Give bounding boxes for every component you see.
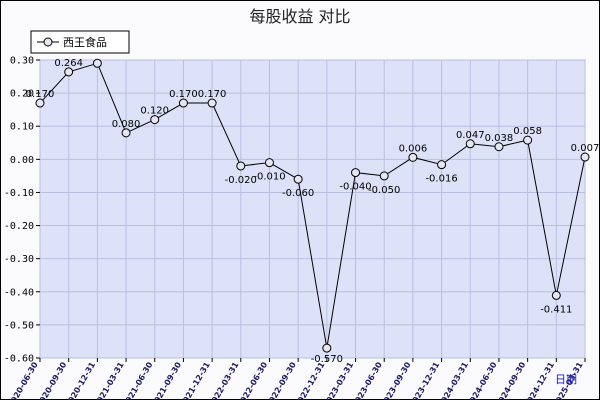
- data-point: [121, 128, 131, 138]
- data-point: [465, 139, 475, 149]
- y-tick-label: 0.30: [10, 56, 34, 67]
- data-label: -0.060: [282, 188, 314, 199]
- x-tick-label: 2021-03-31: [92, 360, 126, 400]
- x-tick-label: 2022-09-30: [265, 360, 299, 400]
- data-label: 0.120: [140, 106, 169, 117]
- y-tick-label: 0.10: [10, 122, 34, 133]
- data-label: -0.010: [253, 172, 285, 183]
- x-tick-label: 2024-09-30: [494, 360, 528, 400]
- legend: 西王食品: [30, 30, 130, 54]
- data-label: -0.020: [225, 175, 257, 186]
- legend-label: 西王食品: [63, 35, 107, 49]
- x-tick-label: 2023-03-31: [322, 360, 356, 400]
- x-tick-label: 2022-12-31: [293, 360, 327, 400]
- data-point: [35, 98, 45, 108]
- data-point: [437, 160, 447, 170]
- data-point: [64, 67, 74, 77]
- y-axis: 0.30 0.20 0.10 0.00 -0.10 -0.20 -0.30 -0.40 -0.5…: [4, 56, 40, 365]
- data-point: [379, 171, 389, 181]
- data-label: -0.040: [339, 182, 371, 193]
- series-line: [39, 62, 586, 349]
- data-point: [494, 142, 504, 152]
- data-point: [551, 290, 561, 300]
- data-label: 0.170: [26, 89, 55, 100]
- plot-area: [39, 59, 586, 359]
- data-label: 0.006: [399, 143, 428, 154]
- x-tick-label: 2020-12-31: [64, 360, 98, 400]
- data-label: 0.264: [54, 58, 83, 69]
- x-tick-label: 2021-06-30: [121, 360, 155, 400]
- data-point: [523, 135, 533, 145]
- x-tick-label: 2021-12-31: [178, 360, 212, 400]
- data-label: -0.050: [368, 185, 400, 196]
- data-label: 0.170: [198, 89, 227, 100]
- x-tick-label: 2023-09-30: [379, 360, 413, 400]
- data-label: -0.016: [425, 174, 457, 185]
- x-tick-label: 2022-03-31: [207, 360, 241, 400]
- y-tick-label: -0.60: [4, 354, 34, 365]
- data-point: [351, 168, 361, 178]
- data-point: [178, 98, 188, 108]
- data-label: 0.170: [169, 89, 198, 100]
- data-label: 0.007: [571, 143, 600, 154]
- data-label: 0.080: [112, 119, 141, 130]
- data-point: [92, 58, 102, 68]
- y-tick-label: -0.10: [4, 188, 34, 199]
- data-label: 0.058: [513, 126, 542, 137]
- series-line-layer: [39, 62, 586, 349]
- x-tick-label: 2023-12-31: [408, 360, 442, 400]
- data-point: [408, 152, 418, 162]
- x-tick-label: 2023-06-30: [351, 360, 385, 400]
- data-label: 0.047: [456, 130, 485, 141]
- x-tick-label: 2020-06-30: [6, 360, 40, 400]
- y-tick-label: -0.40: [4, 287, 34, 298]
- chart-title: 每股收益 对比: [249, 7, 350, 26]
- y-tick-label: 0.00: [10, 155, 34, 166]
- x-tick-label: 2024-03-31: [437, 360, 471, 400]
- data-points: [35, 58, 590, 353]
- data-point: [236, 161, 246, 171]
- data-point: [322, 343, 332, 353]
- x-axis-label: 日期: [555, 373, 577, 386]
- y-tick-label: -0.20: [4, 221, 34, 232]
- x-tick-label: 2024-06-30: [465, 360, 499, 400]
- data-point: [207, 98, 217, 108]
- data-label: -0.570: [311, 354, 343, 365]
- grid: [39, 59, 586, 359]
- data-label: -0.411: [540, 304, 572, 315]
- data-label: 0.038: [485, 133, 514, 144]
- x-tick-label: 2021-09-30: [150, 360, 184, 400]
- x-axis: 2020-06-302020-09-302020-12-312021-03-31…: [6, 358, 586, 400]
- data-point: [150, 115, 160, 125]
- y-tick-label: 0.20: [10, 89, 34, 100]
- y-tick-label: -0.30: [4, 254, 34, 265]
- legend-box: [30, 30, 130, 54]
- x-tick-label: 2024-12-31: [523, 360, 557, 400]
- data-point: [293, 174, 303, 184]
- data-point: [580, 152, 590, 162]
- y-tick-label: -0.50: [4, 320, 34, 331]
- x-tick-label: 2020-09-30: [35, 360, 69, 400]
- legend-marker-icon: [43, 37, 53, 47]
- x-tick-label: 2022-06-30: [236, 360, 270, 400]
- data-point: [264, 158, 274, 168]
